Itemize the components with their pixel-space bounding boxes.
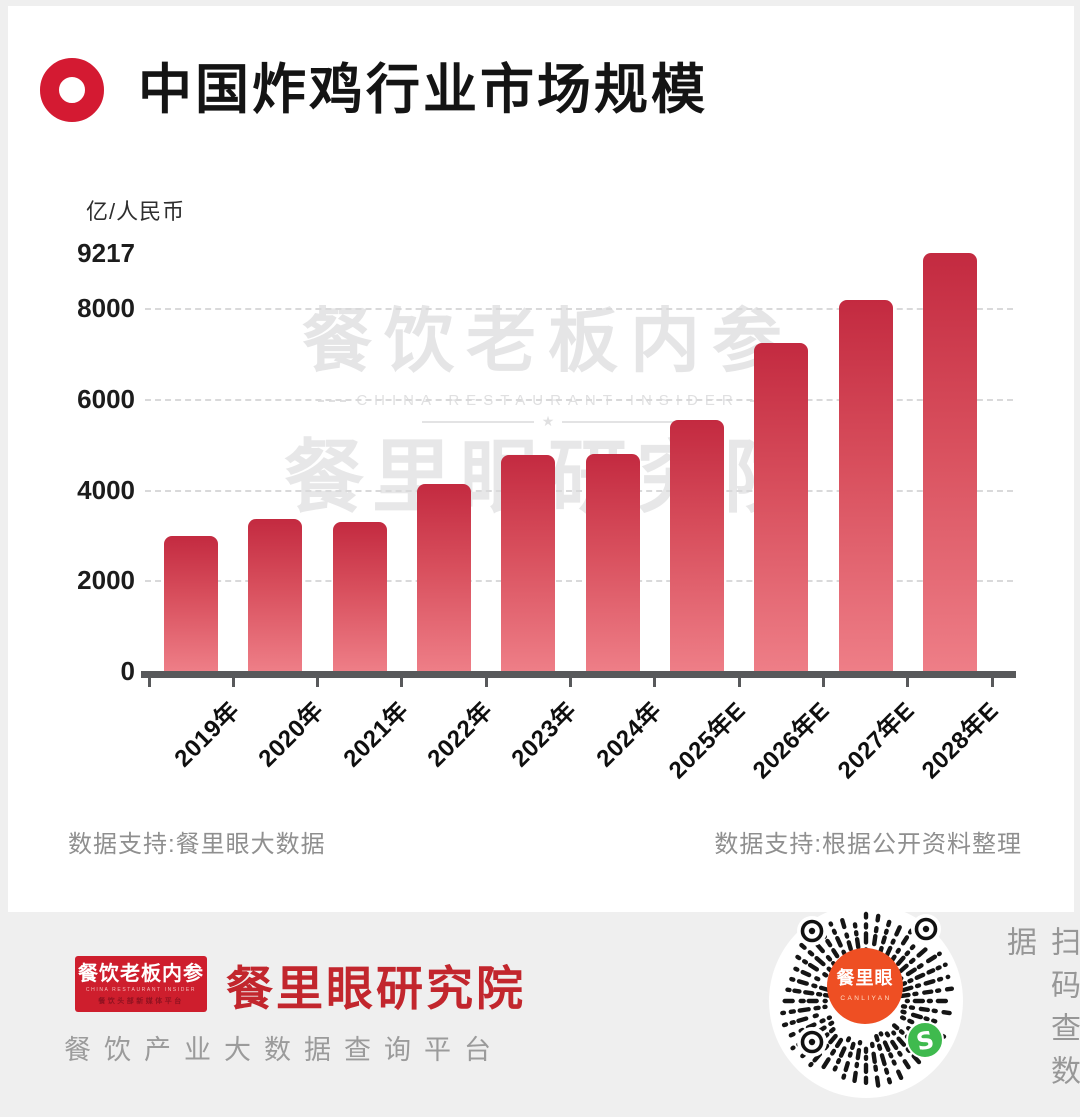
qr-center-disc (827, 948, 903, 1024)
x-tick-label: 2023年 (506, 696, 583, 773)
x-tick-label: 2020年 (253, 696, 330, 773)
x-axis-tick (906, 678, 910, 687)
bar-2027年E (838, 300, 893, 671)
x-axis-tick (316, 678, 320, 687)
gridline-6000 (145, 398, 1013, 401)
y-tick-label: 4000 (77, 474, 135, 505)
bar-2021年 (332, 522, 387, 671)
y-axis-unit-label: 亿/人民币 (86, 199, 186, 224)
x-tick-label: 2027年E (832, 696, 920, 785)
bar-2020年 (248, 519, 303, 671)
x-axis-tick (821, 678, 825, 687)
data-source-left: 数据支持:餐里眼大数据 (68, 831, 326, 858)
x-axis-tick (990, 678, 994, 687)
qr-center-subtext: CANLIYAN (840, 995, 891, 1002)
y-tick-label: 6000 (77, 383, 135, 414)
qr-center-text: 餐里眼 (836, 967, 894, 988)
x-tick-label: 2028年E (916, 696, 1004, 785)
gridline-8000 (145, 308, 1013, 310)
bar-2019年 (164, 536, 219, 671)
scan-hint-vertical-text: 扫码查数据 (1002, 926, 1079, 1098)
footer-tagline: 餐饮产业大数据查询平台 (64, 1035, 504, 1065)
x-axis-tick (484, 678, 488, 687)
gridline-2000 (145, 580, 1013, 583)
brand-title: 餐里眼研究院 (226, 964, 526, 1016)
x-axis-tick (400, 678, 404, 687)
x-tick-label: 2021年 (338, 696, 414, 773)
x-tick-label: 2026年E (748, 696, 836, 785)
x-tick-label: 2022年 (422, 696, 499, 773)
y-tick-label: 2000 (77, 565, 135, 596)
bar-2026年E (754, 343, 809, 671)
bar-2023年 (501, 455, 556, 671)
y-tick-label: 8000 (77, 293, 135, 323)
bar-2028年E (922, 253, 977, 671)
x-axis-tick (231, 678, 235, 687)
data-source-right: 数据支持:根据公开资料整理 (714, 831, 1022, 858)
miniprogram-badge-icon (906, 1021, 944, 1059)
x-tick-label: 2025年E (663, 696, 751, 785)
miniprogram-letter: S (914, 1025, 937, 1056)
publisher-logo-badge: 餐饮老板内参 CHINA RESTAURANT INSIDER 餐饮头部新媒体平… (75, 956, 207, 1012)
bar-2025年E (669, 420, 724, 671)
bar-2024年 (585, 454, 640, 671)
x-axis-tick (147, 678, 151, 687)
page-title: 中国炸鸡行业市场规模 (138, 60, 708, 120)
gridline-4000 (145, 489, 1013, 492)
red-donut-bullet-icon (40, 58, 104, 122)
y-tick-label: 0 (120, 656, 135, 686)
chart-card: 中国炸鸡行业市场规模 餐饮老板内参 CHINA RESTAURANT INSID… (8, 6, 1074, 912)
x-tick-label: 2019年 (169, 696, 246, 773)
x-axis-tick (653, 678, 657, 687)
y-tick-label: 9217 (77, 237, 135, 268)
bar-chart: 亿/人民币 0 2000 4000 6000 8000 9217 2019年 2020年 202… (8, 6, 1074, 912)
x-axis-tick (569, 678, 572, 687)
x-axis-line (141, 671, 1016, 678)
qr-code[interactable]: 餐里眼 CANLIYAN S (767, 902, 965, 1100)
bar-2022年 (417, 484, 472, 671)
x-tick-label: 2024年 (591, 696, 667, 773)
x-axis-tick (737, 678, 741, 687)
qr-finder-eyes (797, 914, 941, 1057)
